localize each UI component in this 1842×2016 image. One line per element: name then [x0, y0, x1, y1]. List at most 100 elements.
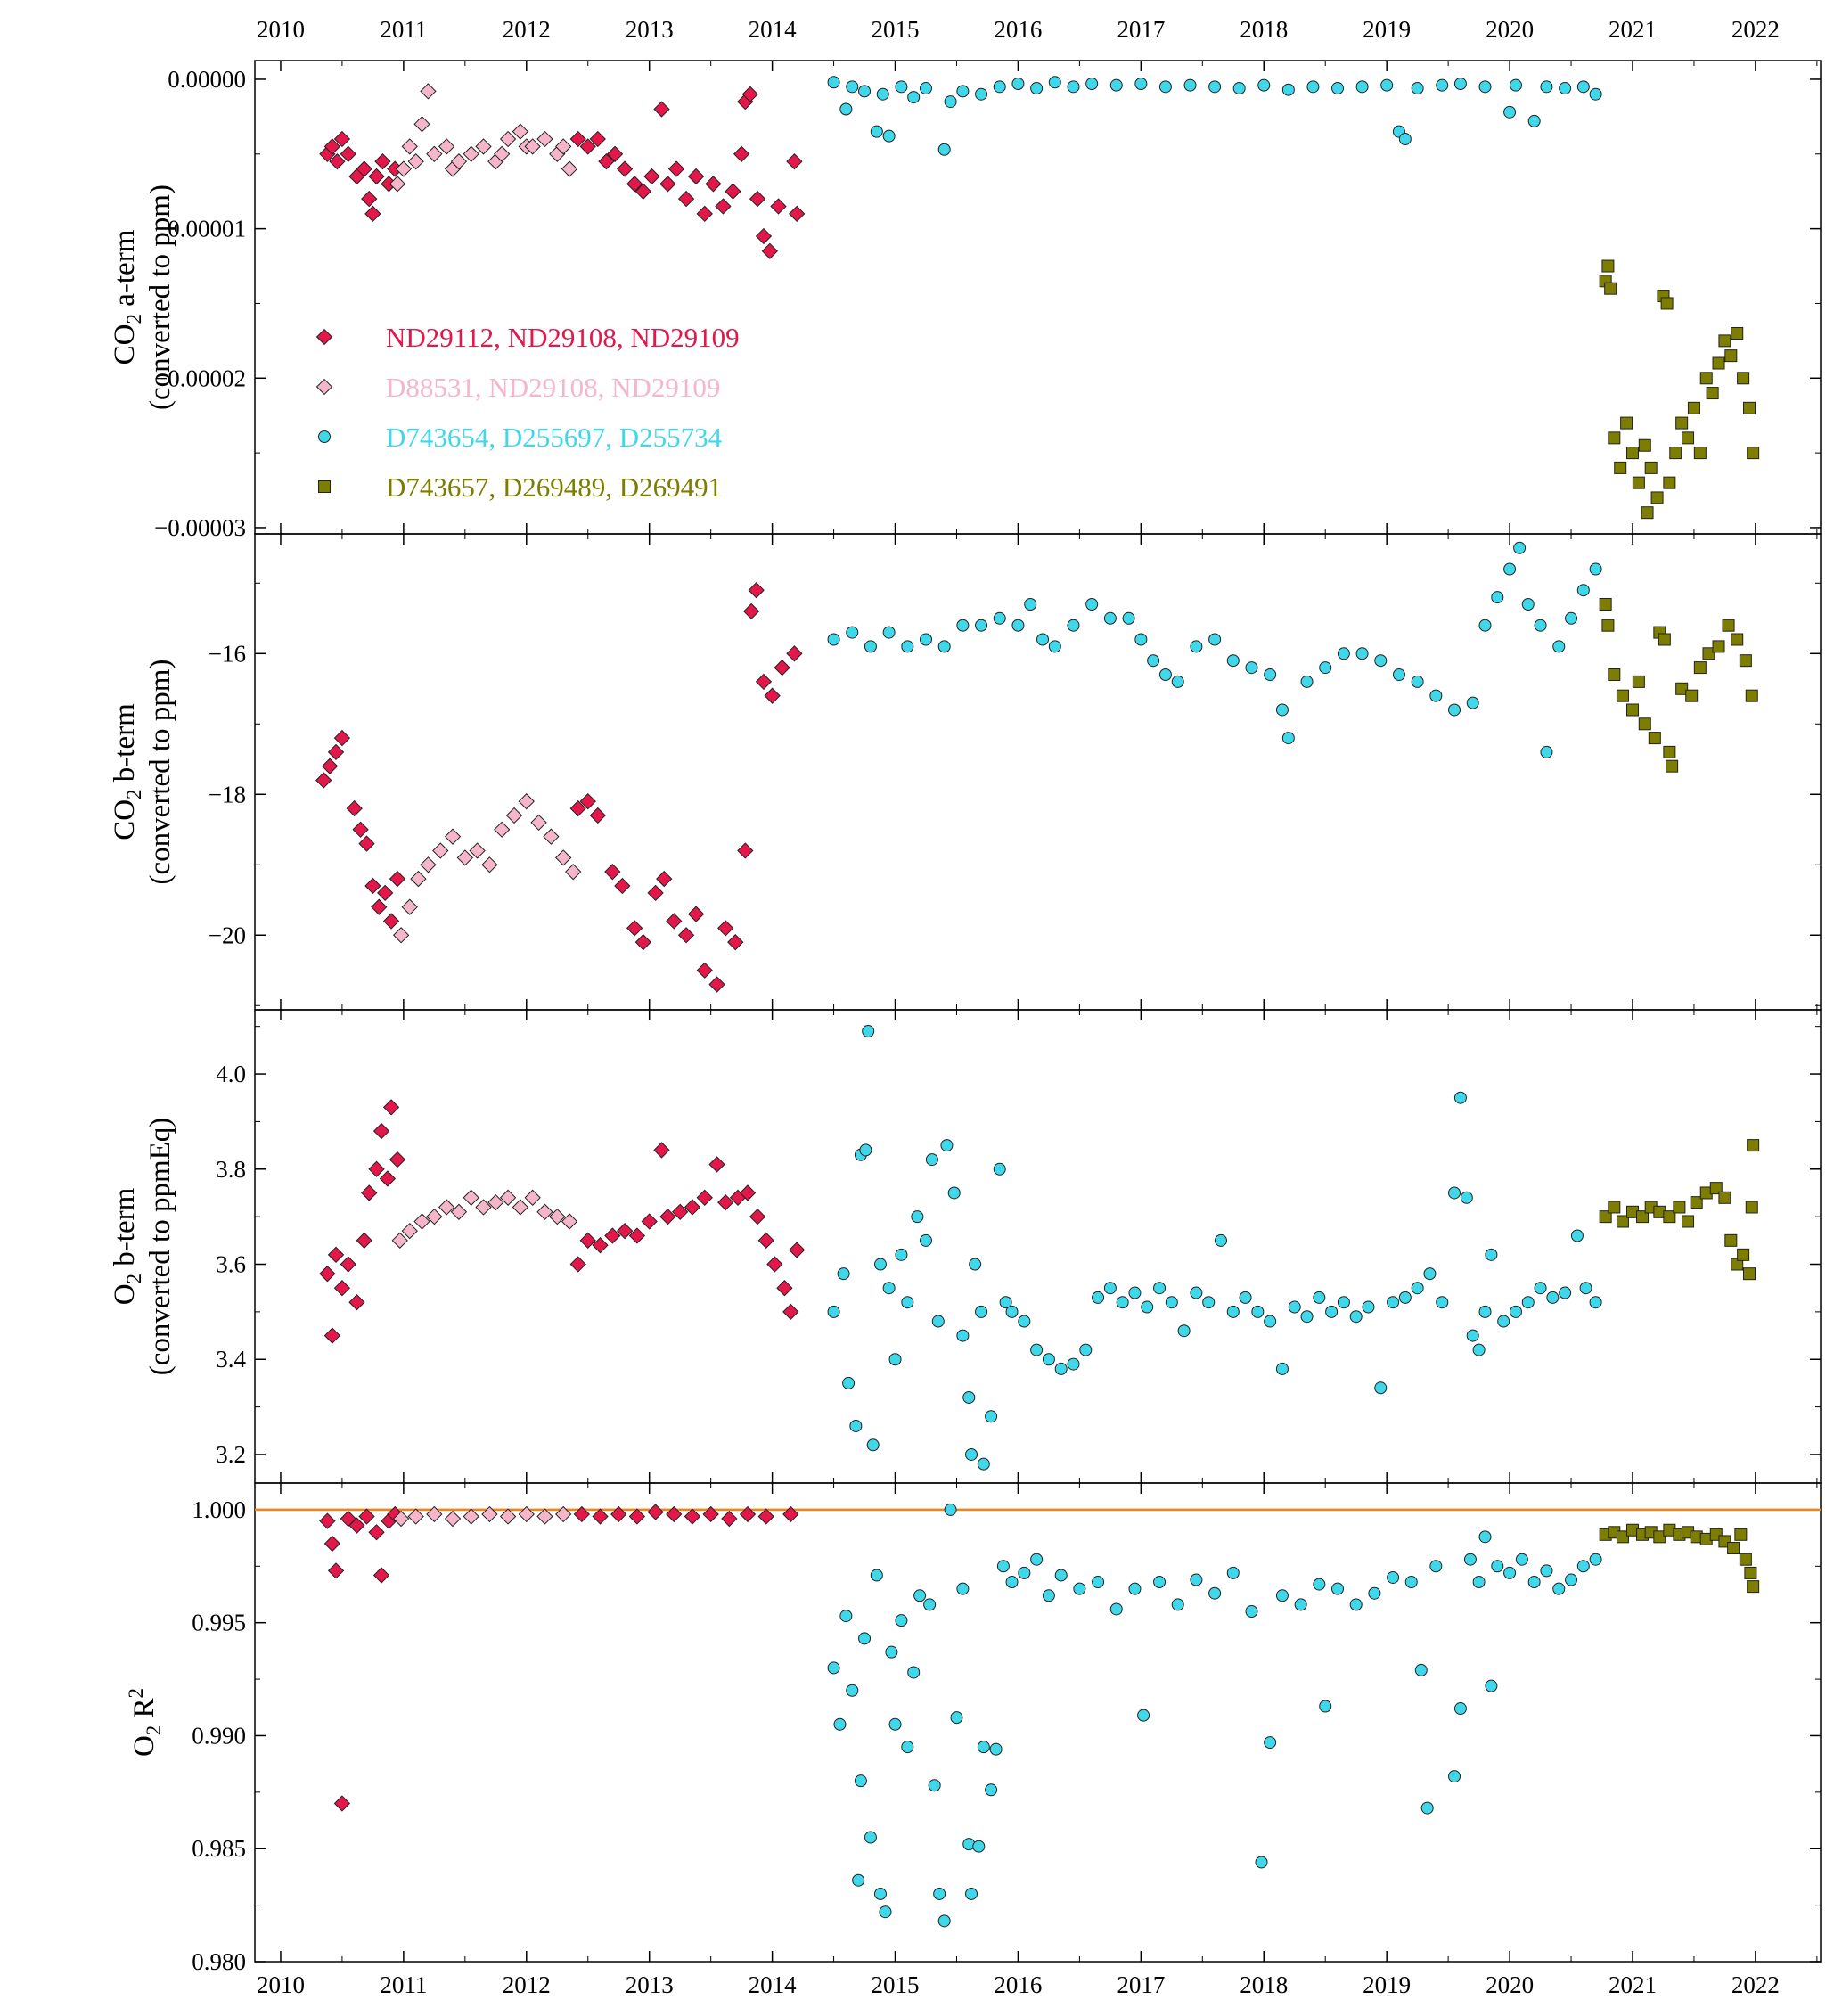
data-point-olive [1644, 461, 1658, 474]
series-cyan [827, 1025, 1602, 1471]
data-point-cyan [1325, 1305, 1339, 1318]
data-point-cyan [1448, 703, 1461, 717]
data-point-red [647, 1504, 664, 1520]
data-point-cyan [1466, 1329, 1479, 1342]
data-point-olive [1718, 1191, 1731, 1204]
x-tick-label-top: 2010 [257, 16, 305, 43]
data-point-cyan [1030, 1553, 1044, 1566]
data-point-red [687, 906, 705, 922]
data-point-red [598, 153, 615, 170]
data-point-cyan [920, 1233, 932, 1247]
data-point-red [371, 898, 388, 915]
data-point-cyan [1128, 1582, 1142, 1595]
data-point-red [708, 1156, 725, 1173]
data-point-cyan [876, 87, 889, 101]
data-point-red [764, 687, 781, 704]
data-point-olive [1687, 401, 1700, 414]
y-label-subscript: 2 [143, 1725, 165, 1736]
data-point-cyan [1414, 1663, 1428, 1676]
data-point-olive [1650, 491, 1664, 504]
y-axis-label-line2: (converted to ppmEq) [144, 1118, 176, 1376]
data-point-red [666, 1505, 683, 1523]
y-tick-label: 0.995 [192, 1610, 246, 1636]
data-point-cyan [1067, 1357, 1080, 1371]
data-point-cyan [839, 1610, 853, 1623]
data-point-cyan [1331, 82, 1345, 95]
data-point-cyan [1288, 1300, 1301, 1314]
data-point-red [352, 821, 369, 838]
data-point-cyan [1503, 1566, 1517, 1579]
data-point-olive [1693, 661, 1707, 675]
y-label-rest: b-term [109, 703, 141, 790]
data-point-cyan [1208, 1586, 1222, 1600]
data-point-pink [391, 1232, 408, 1249]
data-point-olive [1737, 372, 1750, 385]
data-point-red [382, 1099, 400, 1116]
data-point-cyan [1109, 78, 1123, 92]
data-point-cyan [1281, 732, 1295, 745]
data-point-cyan [1319, 1700, 1332, 1713]
data-point-pink [499, 130, 517, 148]
data-point-cyan [862, 1025, 875, 1038]
data-point-cyan [866, 1438, 880, 1452]
data-point-cyan [1005, 1576, 1019, 1589]
x-tick-label-bottom: 2011 [380, 1971, 427, 1998]
data-point-red [786, 153, 803, 170]
data-point-red [389, 870, 406, 888]
series-pink [391, 1189, 578, 1249]
data-point-pink [561, 160, 578, 177]
legend-marker-cyan [318, 430, 331, 443]
data-point-red [727, 934, 744, 951]
data-point-cyan [1374, 654, 1388, 668]
data-point-red [592, 1237, 609, 1254]
data-point-pink [432, 842, 449, 859]
data-point-olive [1731, 633, 1744, 646]
y-tick-label: 0.990 [192, 1722, 246, 1749]
data-point-olive [1620, 416, 1633, 430]
data-point-cyan [1503, 105, 1517, 119]
data-point-red [733, 145, 750, 162]
legend-label-cyan: D743654, D255697, D255734 [386, 422, 723, 453]
data-point-red [327, 743, 345, 761]
data-point-cyan [928, 1779, 941, 1792]
data-point-cyan [996, 1560, 1010, 1573]
data-point-pink [475, 138, 492, 155]
data-point-cyan [858, 1632, 872, 1645]
panel-frame [254, 60, 1822, 535]
data-point-red [319, 1266, 336, 1283]
legend-label-red: ND29112, ND29108, ND29109 [386, 322, 740, 353]
data-point-pink [561, 1213, 578, 1230]
data-point-red [761, 242, 779, 259]
data-point-cyan [895, 1614, 908, 1627]
data-point-olive [1731, 326, 1744, 340]
data-point-cyan [879, 1905, 892, 1919]
data-point-red [789, 205, 806, 223]
data-point-cyan [956, 619, 970, 632]
data-point-red [327, 1246, 345, 1263]
data-point-cyan [1202, 1296, 1216, 1309]
panels: 2010 2011 2012 2013 2014 2015 2016 2017 2018 2019… [109, 16, 1822, 1998]
data-point-cyan [1257, 78, 1271, 92]
data-point-red [770, 198, 787, 215]
data-point-olive [1675, 416, 1689, 430]
data-point-olive [1745, 1201, 1758, 1214]
data-point-cyan [925, 1153, 938, 1167]
data-point-cyan [1349, 1310, 1363, 1324]
data-point-cyan [1103, 611, 1117, 625]
data-point-red [368, 1524, 385, 1541]
data-point-olive [1685, 689, 1699, 702]
data-point-red [604, 864, 621, 881]
y-tick-label: −20 [209, 922, 246, 948]
data-point-cyan [1245, 1605, 1258, 1619]
y-label-rest: R [128, 1698, 160, 1725]
data-point-red [782, 1505, 799, 1523]
data-point-red [782, 1303, 799, 1321]
data-point-olive [1616, 1530, 1629, 1544]
panel-1: 2010 2011 2012 2013 2014 2015 2016 2017 2018 2019… [109, 16, 1822, 541]
data-point-cyan [1085, 77, 1099, 90]
data-point-cyan [1453, 77, 1467, 90]
data-point-olive [1599, 597, 1612, 611]
data-point-cyan [1559, 82, 1572, 95]
y-axis-label: O2 b-term [109, 1187, 145, 1305]
data-point-olive [1663, 745, 1676, 758]
